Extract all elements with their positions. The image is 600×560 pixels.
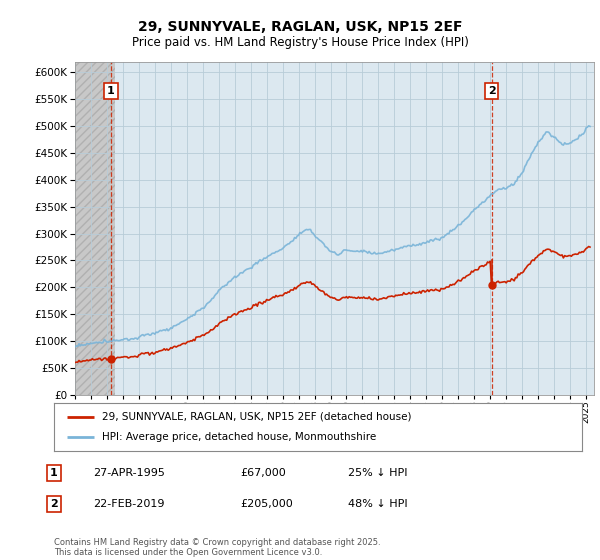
Text: 1: 1 [107,86,115,96]
Text: 1: 1 [50,468,58,478]
Text: £67,000: £67,000 [240,468,286,478]
Text: 29, SUNNYVALE, RAGLAN, USK, NP15 2EF: 29, SUNNYVALE, RAGLAN, USK, NP15 2EF [138,20,462,34]
Text: Contains HM Land Registry data © Crown copyright and database right 2025.
This d: Contains HM Land Registry data © Crown c… [54,538,380,557]
Text: £205,000: £205,000 [240,499,293,509]
Text: 22-FEB-2019: 22-FEB-2019 [93,499,164,509]
Text: 29, SUNNYVALE, RAGLAN, USK, NP15 2EF (detached house): 29, SUNNYVALE, RAGLAN, USK, NP15 2EF (de… [101,412,411,422]
Text: 25% ↓ HPI: 25% ↓ HPI [348,468,407,478]
Text: HPI: Average price, detached house, Monmouthshire: HPI: Average price, detached house, Monm… [101,432,376,442]
Text: 48% ↓ HPI: 48% ↓ HPI [348,499,407,509]
Text: 2: 2 [488,86,496,96]
Text: 27-APR-1995: 27-APR-1995 [93,468,165,478]
Bar [75,62,115,395]
Text: 2: 2 [50,499,58,509]
Text: Price paid vs. HM Land Registry's House Price Index (HPI): Price paid vs. HM Land Registry's House … [131,36,469,49]
